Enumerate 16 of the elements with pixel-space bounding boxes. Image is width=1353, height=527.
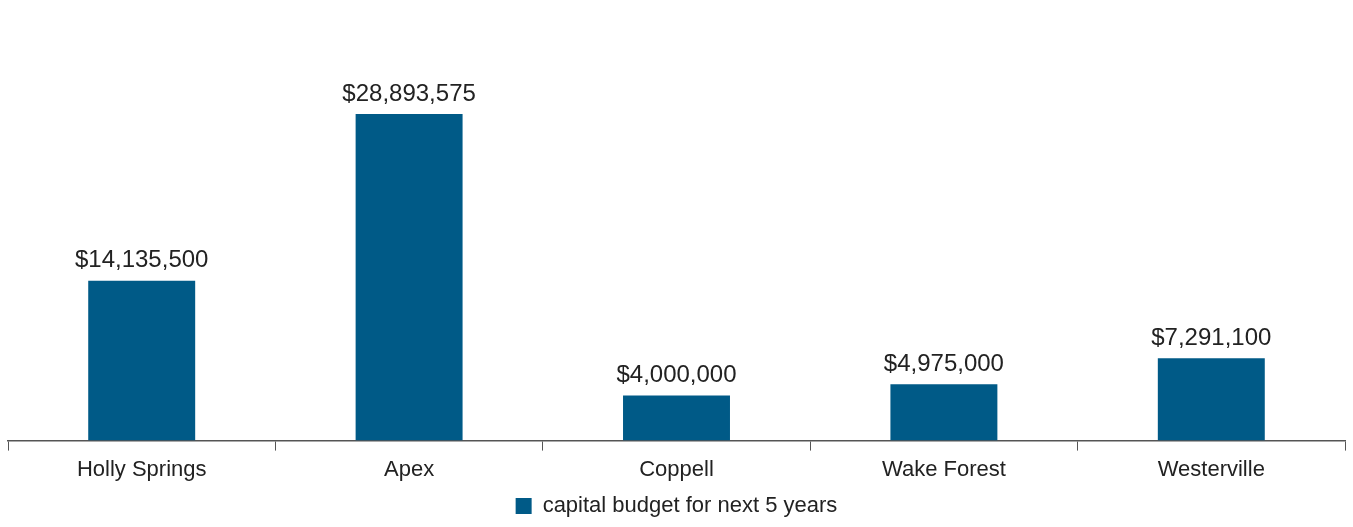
data-label: $4,975,000 xyxy=(883,348,1004,376)
x-tick-label: Holly Springs xyxy=(76,455,207,481)
x-tick-label: Wake Forest xyxy=(881,455,1006,481)
x-tick-label: Westerville xyxy=(1157,455,1265,481)
x-tick-label: Apex xyxy=(384,455,435,481)
bar xyxy=(355,114,463,441)
bar xyxy=(890,384,998,441)
bar xyxy=(88,280,196,441)
x-tick-label: Coppell xyxy=(639,455,714,481)
data-label: $7,291,100 xyxy=(1151,322,1272,350)
data-label: $4,000,000 xyxy=(616,360,737,388)
legend-label: capital budget for next 5 years xyxy=(542,492,838,518)
data-label: $14,135,500 xyxy=(74,245,209,273)
bar xyxy=(1157,358,1265,441)
bar xyxy=(623,395,730,441)
data-label: $28,893,575 xyxy=(342,78,476,106)
